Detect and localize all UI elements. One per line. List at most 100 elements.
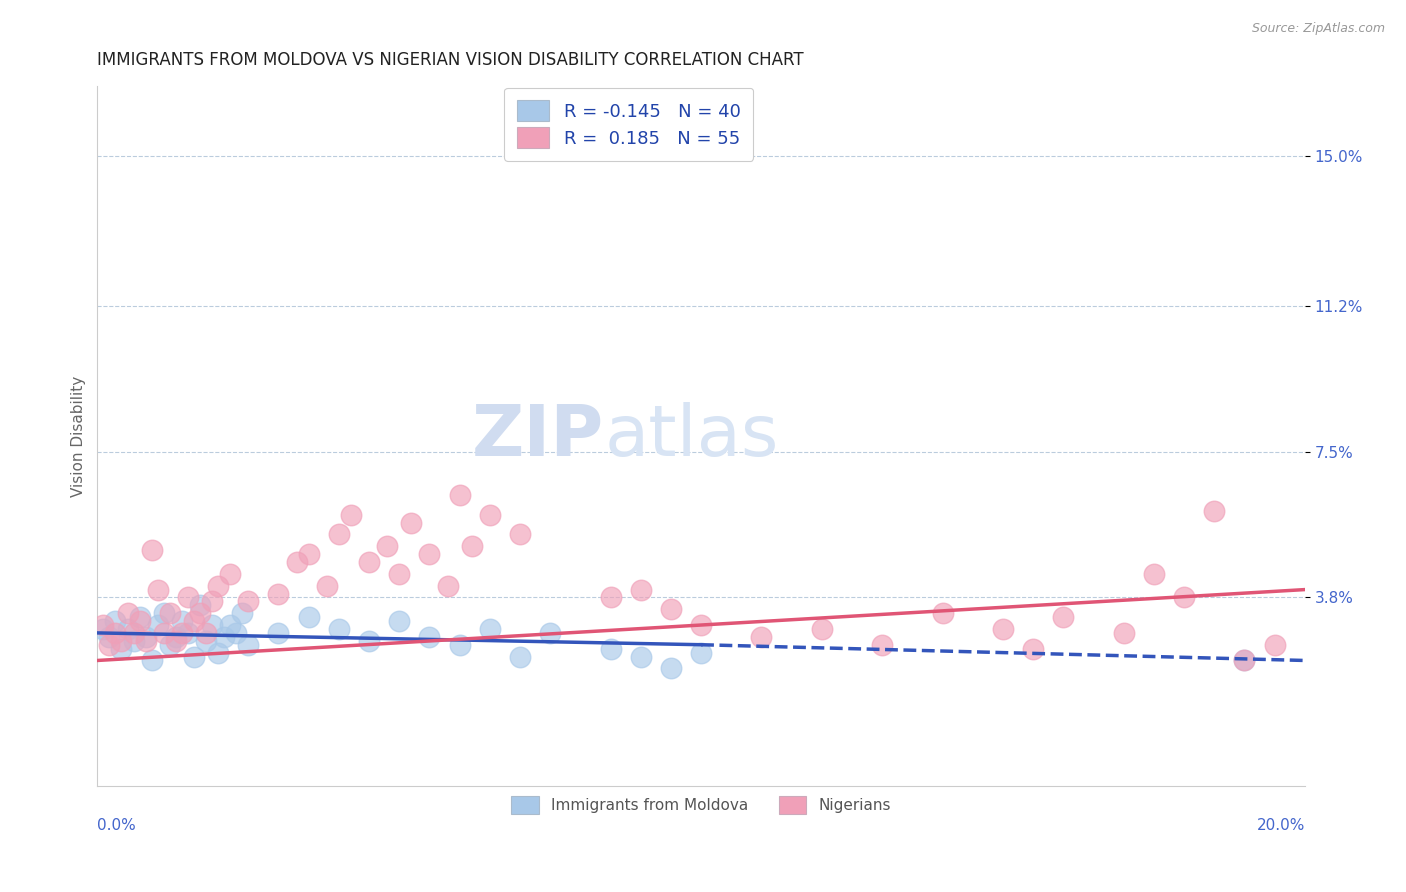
Point bbox=[207, 646, 229, 660]
Point bbox=[357, 555, 380, 569]
Point bbox=[509, 527, 531, 541]
Point bbox=[630, 582, 652, 597]
Point bbox=[267, 586, 290, 600]
Point bbox=[418, 547, 440, 561]
Point bbox=[1143, 566, 1166, 581]
Point bbox=[207, 579, 229, 593]
Point bbox=[315, 579, 337, 593]
Point bbox=[183, 614, 205, 628]
Point bbox=[201, 594, 224, 608]
Point bbox=[219, 618, 242, 632]
Point bbox=[93, 618, 115, 632]
Point bbox=[931, 606, 953, 620]
Point bbox=[1052, 610, 1074, 624]
Point bbox=[188, 599, 211, 613]
Point bbox=[122, 633, 145, 648]
Point bbox=[298, 547, 321, 561]
Point bbox=[659, 661, 682, 675]
Point bbox=[328, 527, 350, 541]
Point bbox=[152, 606, 174, 620]
Point bbox=[122, 626, 145, 640]
Point bbox=[267, 626, 290, 640]
Point bbox=[231, 606, 253, 620]
Point bbox=[1264, 638, 1286, 652]
Point bbox=[159, 606, 181, 620]
Point bbox=[98, 638, 121, 652]
Point bbox=[1233, 653, 1256, 667]
Point bbox=[449, 488, 471, 502]
Point bbox=[538, 626, 561, 640]
Point bbox=[811, 622, 834, 636]
Point bbox=[690, 618, 713, 632]
Point bbox=[141, 543, 163, 558]
Point bbox=[117, 606, 139, 620]
Point bbox=[460, 539, 482, 553]
Point bbox=[219, 566, 242, 581]
Point bbox=[177, 626, 200, 640]
Point bbox=[188, 606, 211, 620]
Point bbox=[238, 594, 260, 608]
Point bbox=[599, 641, 621, 656]
Point bbox=[285, 555, 308, 569]
Point bbox=[991, 622, 1014, 636]
Point bbox=[328, 622, 350, 636]
Point bbox=[201, 618, 224, 632]
Point bbox=[1112, 626, 1135, 640]
Point bbox=[357, 633, 380, 648]
Point bbox=[401, 516, 423, 530]
Text: Source: ZipAtlas.com: Source: ZipAtlas.com bbox=[1251, 22, 1385, 36]
Point bbox=[1173, 591, 1195, 605]
Point bbox=[478, 508, 501, 522]
Point bbox=[104, 614, 127, 628]
Point bbox=[146, 582, 169, 597]
Point bbox=[170, 626, 193, 640]
Text: IMMIGRANTS FROM MOLDOVA VS NIGERIAN VISION DISABILITY CORRELATION CHART: IMMIGRANTS FROM MOLDOVA VS NIGERIAN VISI… bbox=[97, 51, 804, 69]
Point bbox=[1233, 653, 1256, 667]
Text: 0.0%: 0.0% bbox=[97, 818, 136, 833]
Point bbox=[375, 539, 398, 553]
Point bbox=[195, 626, 218, 640]
Point bbox=[104, 626, 127, 640]
Point bbox=[659, 602, 682, 616]
Point bbox=[110, 633, 132, 648]
Point bbox=[751, 630, 773, 644]
Point bbox=[177, 591, 200, 605]
Point bbox=[183, 649, 205, 664]
Point bbox=[195, 633, 218, 648]
Text: ZIP: ZIP bbox=[472, 401, 605, 470]
Text: atlas: atlas bbox=[605, 401, 779, 470]
Point bbox=[117, 622, 139, 636]
Point bbox=[93, 622, 115, 636]
Point bbox=[388, 566, 411, 581]
Point bbox=[110, 641, 132, 656]
Point bbox=[436, 579, 458, 593]
Point bbox=[388, 614, 411, 628]
Point bbox=[146, 618, 169, 632]
Point bbox=[98, 630, 121, 644]
Point bbox=[599, 591, 621, 605]
Point bbox=[225, 626, 247, 640]
Point bbox=[152, 626, 174, 640]
Point bbox=[478, 622, 501, 636]
Point bbox=[630, 649, 652, 664]
Point bbox=[340, 508, 363, 522]
Point bbox=[141, 653, 163, 667]
Point bbox=[170, 614, 193, 628]
Point bbox=[298, 610, 321, 624]
Y-axis label: Vision Disability: Vision Disability bbox=[72, 376, 86, 497]
Point bbox=[690, 646, 713, 660]
Point bbox=[135, 630, 157, 644]
Point bbox=[870, 638, 893, 652]
Point bbox=[128, 610, 150, 624]
Legend: Immigrants from Moldova, Nigerians: Immigrants from Moldova, Nigerians bbox=[501, 785, 901, 824]
Point bbox=[238, 638, 260, 652]
Point bbox=[418, 630, 440, 644]
Point bbox=[165, 630, 187, 644]
Point bbox=[135, 633, 157, 648]
Point bbox=[165, 633, 187, 648]
Point bbox=[1022, 641, 1045, 656]
Point bbox=[509, 649, 531, 664]
Point bbox=[159, 638, 181, 652]
Text: 20.0%: 20.0% bbox=[1257, 818, 1305, 833]
Point bbox=[1204, 504, 1226, 518]
